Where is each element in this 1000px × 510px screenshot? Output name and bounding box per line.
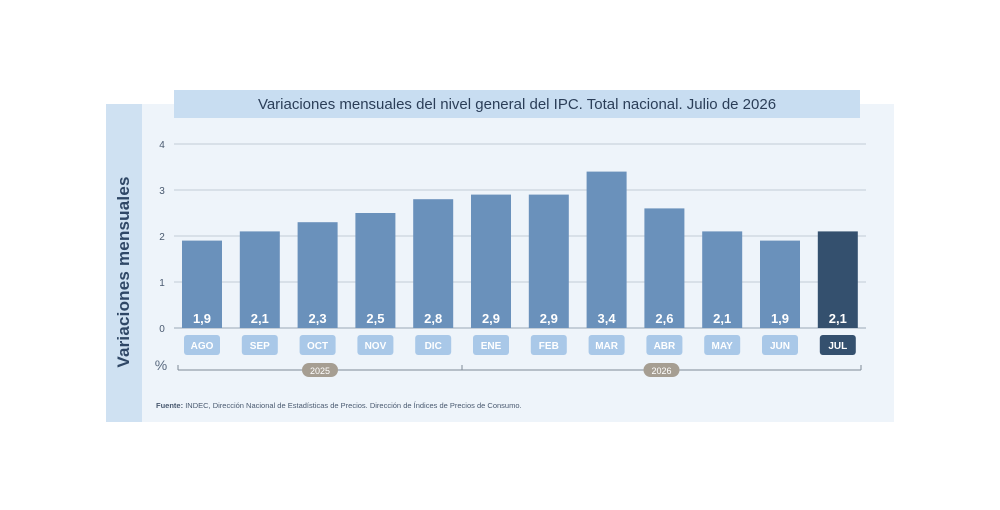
side-panel (106, 104, 142, 422)
bar (413, 199, 454, 328)
month-pill (241, 335, 278, 355)
x-tick-label: JUN (770, 341, 790, 352)
month-pill (704, 335, 741, 355)
value-label: 2,8 (424, 311, 442, 326)
x-tick-label: ENE (481, 341, 502, 352)
source-note: Fuente: INDEC, Dirección Nacional de Est… (156, 401, 522, 410)
chart-title: Variaciones mensuales del nivel general … (174, 90, 860, 118)
y-tick-label: 4 (159, 140, 165, 151)
month-pill (299, 335, 336, 355)
source-prefix: Fuente: (156, 401, 184, 410)
bar (471, 194, 511, 328)
month-pill (415, 335, 452, 355)
value-label: 2,3 (309, 311, 327, 326)
x-tick-label: SEP (250, 341, 270, 352)
y-tick-label: 3 (159, 186, 165, 197)
year-badge (643, 363, 680, 377)
bar (644, 208, 685, 328)
value-label: 2,5 (366, 311, 384, 326)
value-label: 1,9 (193, 311, 211, 326)
value-label: 2,1 (829, 311, 847, 326)
x-tick-label: DIC (425, 341, 442, 352)
value-label: 1,9 (771, 311, 789, 326)
x-tick-label: JUL (828, 341, 847, 352)
month-pill (819, 335, 856, 355)
bar (239, 231, 280, 328)
month-pill (473, 335, 509, 355)
bar (586, 171, 627, 328)
value-label: 2,6 (655, 311, 673, 326)
bar (817, 231, 858, 328)
value-label: 2,1 (251, 311, 269, 326)
bar (297, 222, 338, 328)
bar (528, 194, 569, 328)
year-label: 2025 (310, 366, 330, 376)
month-pill (184, 335, 220, 355)
bar (182, 240, 222, 328)
unit-label: % (155, 357, 167, 373)
month-pill (646, 335, 683, 355)
month-pill (357, 335, 394, 355)
year-badge (302, 363, 338, 377)
value-label: 2,9 (482, 311, 500, 326)
x-tick-label: ABR (654, 341, 676, 352)
bar (760, 240, 800, 328)
x-tick-label: OCT (307, 341, 328, 352)
month-pill (530, 335, 567, 355)
x-tick-label: AGO (191, 341, 214, 352)
y-tick-label: 2 (159, 232, 165, 243)
chart-title-text: Variaciones mensuales del nivel general … (257, 95, 777, 113)
month-pill (588, 335, 625, 355)
year-label: 2026 (651, 366, 671, 376)
x-tick-label: MAR (595, 341, 619, 352)
month-pill (762, 335, 798, 355)
x-tick-label: NOV (365, 341, 387, 352)
source-text: INDEC, Dirección Nacional de Estadística… (185, 401, 522, 410)
y-tick-label: 0 (159, 324, 165, 335)
x-tick-label: FEB (539, 341, 559, 352)
bar (702, 231, 743, 328)
value-label: 2,9 (540, 311, 558, 326)
value-label: 3,4 (598, 311, 617, 326)
value-label: 2,1 (713, 311, 731, 326)
y-tick-label: 1 (159, 278, 165, 289)
x-tick-label: MAY (712, 341, 734, 352)
bar (355, 213, 396, 328)
